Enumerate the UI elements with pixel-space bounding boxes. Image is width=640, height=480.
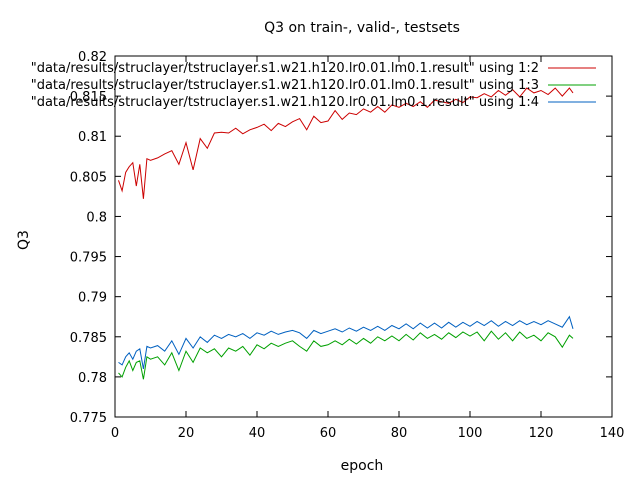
legend-label-series-1: "data/results/struclayer/tstruclayer.s1.… [31,61,539,76]
axes: 0 20 40 60 80 100 120 140 0.775 0.78 0.785 0.79 0.79… [70,50,625,441]
x-tick-label: 100 [458,426,483,441]
y-tick-label: 0.795 [70,251,107,266]
y-tick-label: 0.78 [78,371,107,386]
y-tick-label: 0.79 [78,291,107,306]
series-3-line [118,315,574,369]
chart-title: Q3 on train-, valid-, testsets [264,20,460,36]
y-tick-label: 0.775 [70,411,107,426]
series-2-line [118,330,574,380]
x-tick-label: 80 [391,426,408,441]
x-tick-label: 20 [178,426,195,441]
y-tick-label: 0.805 [70,170,107,185]
x-tick-label: 0 [111,426,119,441]
y-tick-label: 0.8 [86,210,107,225]
y-tick-label: 0.815 [70,90,107,105]
series-layer [118,87,574,380]
x-tick-label: 60 [320,426,337,441]
x-tick-label: 120 [529,426,554,441]
x-axis-label: epoch [341,458,384,474]
y-tick-label: 0.785 [70,331,107,346]
x-tick-label: 40 [249,426,266,441]
y-tick-label: 0.82 [78,50,107,65]
x-tick-label: 140 [600,426,625,441]
legend-label-series-2: "data/results/struclayer/tstruclayer.s1.… [31,78,539,93]
legend: "data/results/struclayer/tstruclayer.s1.… [31,61,596,110]
y-axis-label: Q3 [16,230,32,250]
plot-frame [114,55,613,418]
legend-label-series-3: "data/results/struclayer/tstruclayer.s1.… [31,95,539,110]
y-tick-label: 0.81 [78,130,107,145]
series-1-line [118,87,574,199]
